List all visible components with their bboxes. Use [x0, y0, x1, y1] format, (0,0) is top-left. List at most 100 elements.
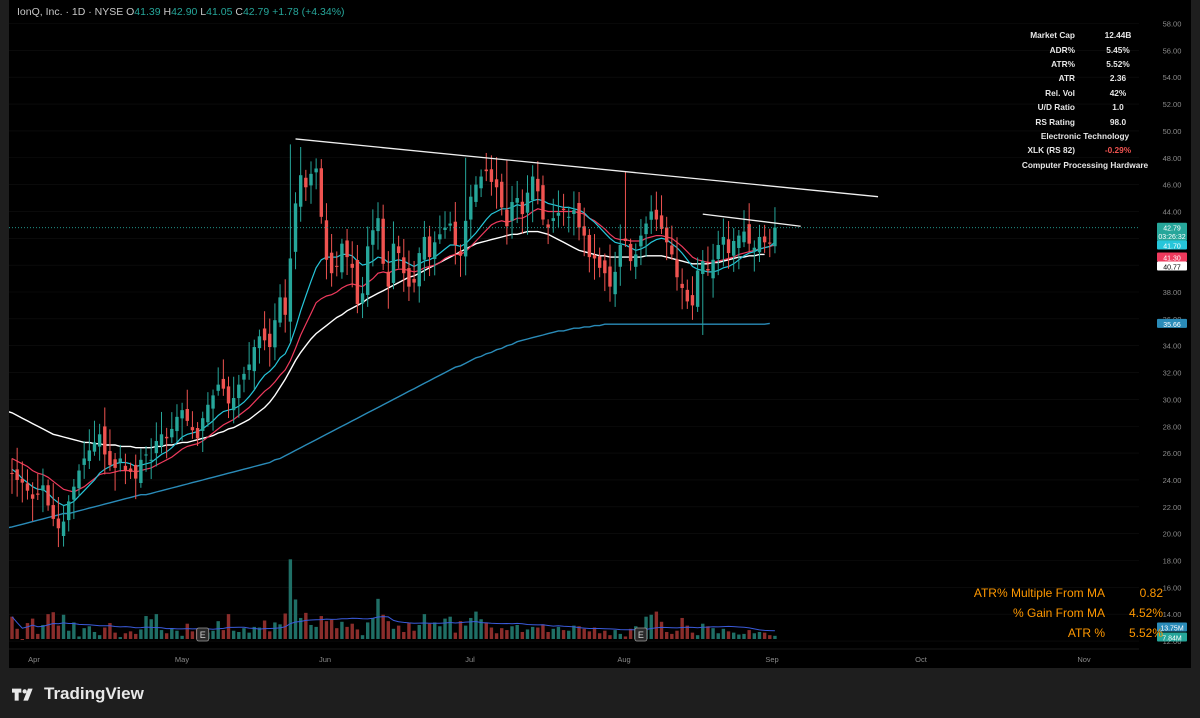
candle-body: [170, 428, 174, 438]
candle: [195, 422, 200, 447]
volume-bar: [72, 622, 76, 639]
candle: [561, 193, 566, 226]
candle: [77, 464, 81, 497]
volume-bar: [453, 632, 458, 639]
candle: [458, 244, 463, 277]
candle: [371, 209, 375, 267]
volume-bar: [365, 622, 370, 639]
close-value: 42.79: [242, 6, 270, 18]
earnings-letter-icon: E: [200, 630, 206, 640]
volume-bar: [757, 631, 762, 639]
xlk-value: -0.29%: [1104, 145, 1132, 156]
candle: [742, 210, 746, 248]
candle: [386, 251, 391, 309]
candle-body: [288, 258, 293, 322]
open-value: 41.39: [134, 6, 161, 18]
candle-body: [474, 184, 478, 202]
candle-body: [221, 378, 226, 389]
candle: [716, 230, 720, 276]
close-label: C: [235, 6, 243, 18]
volume-bar: [422, 614, 427, 639]
candle-body: [298, 175, 303, 207]
high-value: 42.90: [171, 6, 198, 18]
candle-body: [201, 418, 205, 431]
candle-body: [572, 210, 576, 215]
stats-row: Rel. Vol 42%: [1013, 86, 1157, 100]
candle-body: [613, 271, 617, 295]
trendlines[interactable]: [295, 138, 879, 227]
atr-value: 4.52%: [1128, 606, 1163, 620]
earnings-marker[interactable]: E: [196, 627, 210, 642]
candle-body: [324, 220, 329, 260]
atr-panel: ATR% Multiple From MA 0.82 % Gain From MA 4…: [949, 583, 1169, 643]
candle: [252, 339, 256, 390]
volume-bar: [262, 620, 267, 639]
price-axis[interactable]: 58.00 56.00 54.00 52.00 50.00 48.00 46.00 44.00…: [1163, 20, 1182, 647]
candle-body: [577, 203, 581, 228]
candle: [134, 454, 138, 500]
volume-bar: [87, 626, 92, 639]
candle-body: [659, 215, 664, 229]
earnings-marker[interactable]: E: [634, 627, 648, 642]
candle: [463, 157, 468, 276]
volume-bar: [500, 628, 504, 639]
candle-body: [350, 263, 354, 268]
volume-bar: [433, 622, 437, 639]
candle: [180, 402, 184, 441]
candle-body: [732, 240, 736, 256]
volume-bar: [463, 625, 468, 639]
candle: [680, 268, 684, 310]
candle-body: [623, 238, 628, 241]
stat-key: Market Cap: [1030, 30, 1075, 41]
candle: [30, 482, 35, 522]
volume-bar: [510, 626, 514, 639]
candle-body: [268, 333, 272, 348]
low-label: L: [200, 6, 207, 18]
volume-bar: [10, 616, 14, 639]
price-marker: 41.70: [1157, 240, 1187, 251]
candle: [365, 226, 370, 307]
earnings-badge: [196, 627, 210, 642]
candle: [82, 441, 86, 479]
candle-body: [737, 235, 741, 248]
brand-name[interactable]: TradingView: [44, 684, 144, 703]
candle-body: [371, 230, 375, 245]
volume-bar: [180, 635, 184, 639]
candle: [721, 218, 726, 267]
price-tick-label: 22.00: [1163, 503, 1182, 512]
volume-bar: [670, 633, 674, 639]
candle: [649, 195, 653, 234]
volume-bar: [226, 614, 231, 639]
candle: [72, 478, 76, 519]
candle: [139, 448, 143, 488]
volume-marker-box: [1157, 632, 1187, 642]
candle-body: [618, 245, 622, 267]
candle-body: [670, 245, 674, 255]
volume-bar: [304, 612, 308, 639]
candle: [304, 169, 308, 201]
candle-body: [206, 404, 210, 423]
volume-bar: [561, 630, 566, 639]
volume-bar: [92, 631, 97, 639]
time-axis[interactable]: Apr May Jun Jul Aug Sep Oct Nov: [9, 648, 1139, 664]
price-tick-label: 34.00: [1163, 342, 1182, 351]
candle: [623, 171, 628, 247]
price-marker-text: 35.66: [1163, 322, 1181, 329]
open-label: O: [126, 6, 135, 18]
candle: [613, 251, 617, 307]
candle: [381, 204, 385, 271]
candle-body: [706, 268, 710, 271]
volume-bar: [567, 630, 571, 639]
candle: [319, 159, 323, 224]
candle-body: [314, 168, 318, 173]
candle-body: [139, 459, 143, 483]
candle: [726, 221, 731, 269]
candle-body: [144, 454, 148, 456]
volume-bar: [15, 628, 19, 639]
candle: [587, 229, 592, 273]
candle-body: [463, 220, 468, 257]
volume-bar: [515, 624, 519, 639]
atr-key: % Gain From MA: [1012, 606, 1105, 620]
